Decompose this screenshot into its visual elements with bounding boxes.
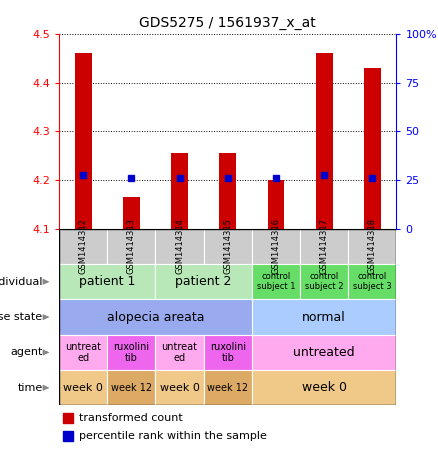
Bar xyxy=(63,431,73,441)
Bar xyxy=(155,335,204,370)
Text: week 0: week 0 xyxy=(159,383,200,393)
Bar xyxy=(268,180,284,229)
Bar xyxy=(252,370,396,405)
Text: percentile rank within the sample: percentile rank within the sample xyxy=(79,431,267,441)
Text: alopecia areata: alopecia areata xyxy=(107,311,204,323)
Text: ruxolini
tib: ruxolini tib xyxy=(210,342,246,363)
Bar xyxy=(252,264,300,299)
Text: transformed count: transformed count xyxy=(79,413,183,423)
Bar xyxy=(316,53,332,229)
Bar xyxy=(155,229,204,264)
Bar xyxy=(204,229,252,264)
Bar xyxy=(300,264,348,299)
Text: control
subject 3: control subject 3 xyxy=(353,272,392,291)
Bar xyxy=(155,264,252,299)
Bar xyxy=(107,370,155,405)
Bar xyxy=(204,335,252,370)
Bar xyxy=(171,153,188,229)
Text: patient 1: patient 1 xyxy=(79,275,135,288)
Text: untreated: untreated xyxy=(293,346,355,359)
Text: individual: individual xyxy=(0,277,42,287)
Bar xyxy=(364,68,381,229)
Text: normal: normal xyxy=(302,311,346,323)
Bar xyxy=(59,264,155,299)
Bar xyxy=(107,335,155,370)
Bar xyxy=(204,370,252,405)
Title: GDS5275 / 1561937_x_at: GDS5275 / 1561937_x_at xyxy=(139,16,316,30)
Text: week 12: week 12 xyxy=(111,383,152,393)
Text: disease state: disease state xyxy=(0,312,42,322)
Bar xyxy=(155,370,204,405)
Bar xyxy=(75,53,92,229)
Text: agent: agent xyxy=(10,347,42,357)
Text: patient 2: patient 2 xyxy=(176,275,232,288)
Bar xyxy=(252,299,396,335)
Bar xyxy=(300,229,348,264)
Text: week 12: week 12 xyxy=(207,383,248,393)
Bar xyxy=(348,264,396,299)
Bar xyxy=(63,413,73,423)
Text: week 0: week 0 xyxy=(63,383,103,393)
Bar xyxy=(252,229,300,264)
Text: untreat
ed: untreat ed xyxy=(162,342,198,363)
Bar xyxy=(219,153,236,229)
Text: GSM1414314: GSM1414314 xyxy=(175,218,184,275)
Text: GSM1414313: GSM1414313 xyxy=(127,218,136,275)
Text: GSM1414315: GSM1414315 xyxy=(223,218,232,275)
Bar xyxy=(59,370,107,405)
Bar xyxy=(252,335,396,370)
Text: GSM1414318: GSM1414318 xyxy=(368,218,377,275)
Bar xyxy=(59,229,107,264)
Bar xyxy=(348,229,396,264)
Text: control
subject 2: control subject 2 xyxy=(305,272,343,291)
Text: GSM1414316: GSM1414316 xyxy=(272,218,280,275)
Text: untreat
ed: untreat ed xyxy=(65,342,101,363)
Text: time: time xyxy=(18,383,42,393)
Text: GSM1414312: GSM1414312 xyxy=(79,218,88,275)
Bar xyxy=(123,197,140,229)
Text: week 0: week 0 xyxy=(302,381,346,394)
Bar xyxy=(59,335,107,370)
Bar xyxy=(107,229,155,264)
Bar xyxy=(59,299,252,335)
Text: GSM1414317: GSM1414317 xyxy=(320,218,328,275)
Text: ruxolini
tib: ruxolini tib xyxy=(113,342,149,363)
Text: control
subject 1: control subject 1 xyxy=(257,272,295,291)
